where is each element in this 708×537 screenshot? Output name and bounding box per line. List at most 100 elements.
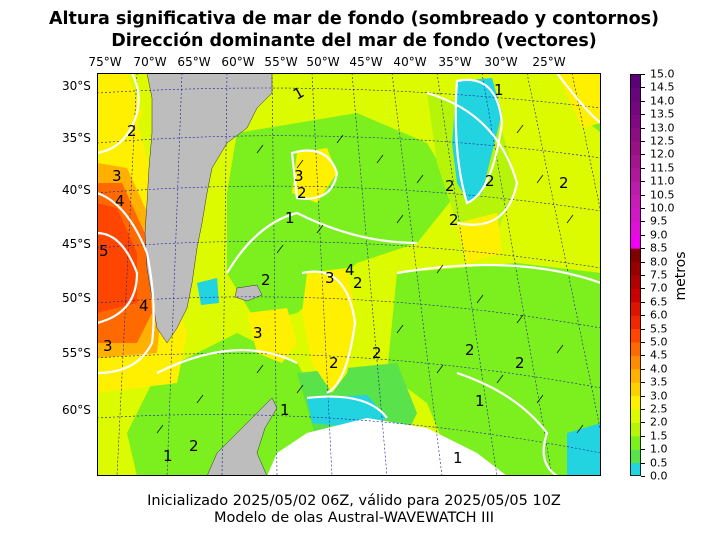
colorbar-tick	[641, 248, 645, 250]
colorbar-band	[630, 422, 641, 437]
colorbar-tick	[641, 194, 645, 196]
colorbar-band	[630, 100, 641, 115]
lat-label: 60°S	[62, 403, 91, 417]
contour-label: 1	[280, 401, 290, 419]
colorbar-tick-label: 1.5	[650, 429, 668, 443]
colorbar-tick-label: 3.5	[650, 375, 668, 389]
colorbar-tick	[641, 476, 645, 477]
colorbar-tick-label: 7.0	[650, 281, 668, 295]
direction-vectors	[156, 124, 584, 434]
lon-label: 75°W	[88, 55, 122, 69]
lon-label: 50°W	[306, 55, 340, 69]
colorbar-band	[630, 382, 641, 397]
colorbar-band	[630, 355, 641, 370]
lon-label: 40°W	[393, 55, 427, 69]
colorbar-tick	[641, 435, 645, 437]
contour-label: 2	[261, 271, 271, 289]
colorbar-tick-label: 6.0	[650, 308, 668, 322]
colorbar-tick	[641, 100, 645, 102]
wave-field-region	[292, 148, 337, 203]
colorbar-band	[630, 181, 641, 196]
colorbar-tick-label: 5.5	[650, 322, 668, 336]
colorbar-band	[630, 208, 641, 222]
colorbar-tick	[641, 342, 645, 343]
colorbar-tick-label: 0.5	[650, 456, 668, 470]
colorbar-tick	[641, 87, 645, 89]
colorbar-band	[630, 261, 641, 276]
land-south-america	[144, 73, 601, 344]
contour-label: 1	[475, 392, 485, 410]
colorbar-tick-label: 4.5	[650, 348, 668, 362]
colorbar-tick	[641, 301, 645, 303]
colorbar-tick	[641, 114, 645, 116]
colorbar-tick-label: 0.0	[650, 469, 668, 483]
colorbar-tick-label: 10.5	[650, 188, 675, 202]
colorbar-tick-label: 13.0	[650, 121, 675, 135]
graticule	[97, 73, 601, 476]
colorbar-tick-label: 9.0	[650, 228, 668, 242]
contour-label: 2	[559, 174, 569, 192]
colorbar-tick-label: 12.0	[650, 147, 675, 161]
wave-field-region	[302, 268, 357, 393]
colorbar-tick-label: 2.0	[650, 415, 668, 429]
wave-field-region	[97, 73, 142, 153]
colorbar-tick	[641, 355, 645, 357]
colorbar-tick	[641, 395, 645, 397]
map-frame	[97, 73, 601, 476]
colorbar-band	[630, 409, 641, 423]
lat-label: 40°S	[62, 183, 91, 197]
colorbar-band	[630, 194, 641, 209]
colorbar-tick-label: 8.5	[650, 241, 668, 255]
colorbar-tick	[641, 234, 645, 236]
colorbar-tick	[641, 275, 645, 276]
colorbar-tick	[641, 208, 645, 209]
colorbar-tick-label: 11.5	[650, 161, 675, 175]
colorbar-tick-label: 8.0	[650, 255, 668, 269]
colorbar-tick	[641, 141, 645, 142]
colorbar-tick-label: 1.0	[650, 442, 668, 456]
sea-ice	[267, 418, 507, 476]
contour-label: 2	[127, 122, 137, 140]
colorbar-tick-label: 14.0	[650, 94, 675, 108]
colorbar-band	[630, 449, 641, 464]
colorbar-unit-label: metros	[673, 251, 689, 301]
colorbar-band	[630, 435, 641, 450]
contour-label: 3	[325, 269, 335, 287]
contour-label: 1	[494, 81, 504, 99]
colorbar-tick	[641, 154, 645, 156]
colorbar-tick	[641, 167, 645, 169]
lon-label: 70°W	[133, 55, 167, 69]
colorbar-band	[630, 368, 641, 383]
lon-label: 45°W	[349, 55, 383, 69]
wave-field-region	[247, 308, 297, 363]
colorbar-tick-label: 7.5	[650, 268, 668, 282]
contour-label: 2	[445, 177, 455, 195]
colorbar-band	[630, 342, 641, 356]
contour-label: 2	[515, 354, 525, 372]
colorbar-tick	[641, 181, 645, 183]
contour-label: 1	[453, 449, 463, 467]
contour-label: 3	[112, 167, 122, 185]
contour-label: 2	[485, 172, 495, 190]
lon-label: 55°W	[264, 55, 298, 69]
colorbar-tick	[641, 315, 645, 317]
contour-label: 2	[465, 341, 475, 359]
colorbar-tick	[641, 328, 645, 330]
colorbar-tick-label: 13.5	[650, 107, 675, 121]
colorbar-tick	[641, 288, 645, 290]
lat-label: 50°S	[62, 291, 91, 305]
wave-field-region	[227, 113, 457, 323]
colorbar-band	[630, 154, 641, 169]
lat-label: 35°S	[62, 131, 91, 145]
colorbar-band	[630, 234, 641, 249]
colorbar-tick-label: 10.0	[650, 201, 675, 215]
colorbar-band	[630, 167, 641, 182]
colorbar-tick	[641, 368, 645, 370]
lat-label: 45°S	[62, 237, 91, 251]
colorbar-tick-label: 2.5	[650, 402, 668, 416]
colorbar-band	[630, 127, 641, 142]
contour-label: 4	[115, 192, 125, 210]
colorbar-band	[630, 301, 641, 316]
lon-label: 25°W	[532, 55, 566, 69]
contour-label: 3	[253, 324, 263, 342]
